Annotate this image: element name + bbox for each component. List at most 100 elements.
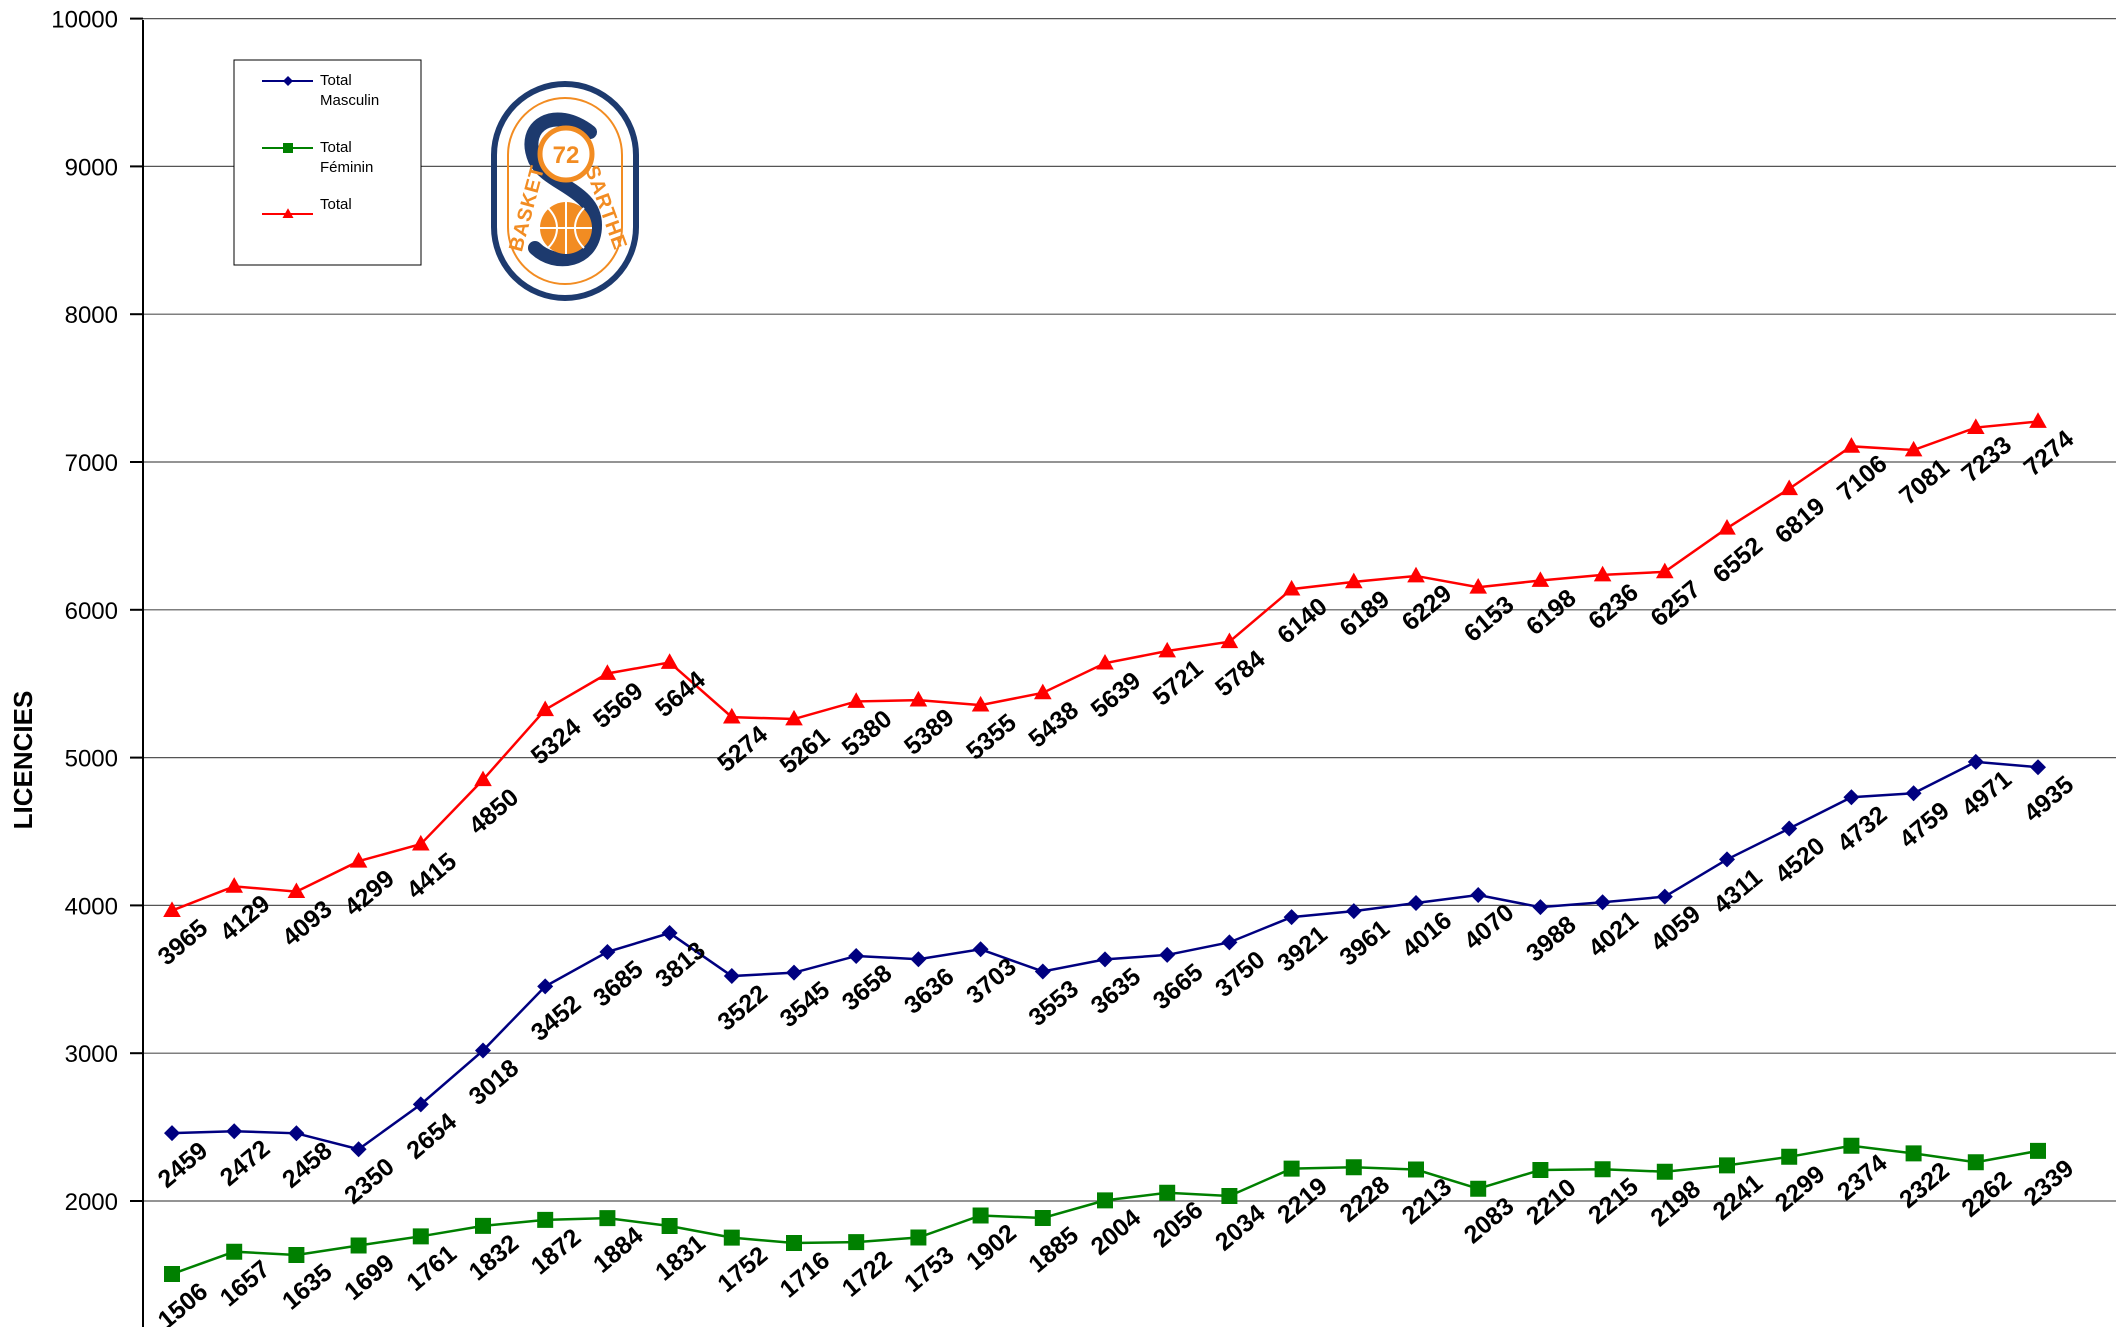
data-point-masculin [1283,909,1300,926]
data-label-masculin: 4070 [1459,898,1520,955]
legend-marker-masculin [283,76,293,86]
data-point-total [1034,683,1052,700]
legend-label-feminin: Féminin [320,159,373,176]
data-label-feminin: 2034 [1210,1199,1271,1256]
data-label-masculin: 3750 [1210,946,1271,1003]
y-tick-label: 7000 [65,450,118,477]
data-label-total: 5380 [837,705,898,762]
data-point-feminin [226,1243,243,1260]
data-label-masculin: 3921 [1272,920,1333,977]
data-point-feminin [1159,1184,1176,1201]
y-tick-label: 9000 [65,154,118,181]
data-label-feminin: 2228 [1334,1171,1395,1228]
data-point-masculin [1532,899,1549,916]
data-label-masculin: 4311 [1708,863,1768,919]
y-axis-label: LICENCIES [8,691,38,830]
legend-marker-total [282,208,294,218]
data-point-masculin [2030,759,2046,776]
data-label-masculin: 3522 [712,979,773,1036]
basketball-seams [540,202,592,254]
data-point-feminin [1656,1163,1673,1180]
data-label-total: 6236 [1583,578,1644,635]
data-point-total [1220,632,1239,649]
series-group [163,412,2047,1283]
data-point-total [1842,437,1861,453]
data-point-masculin [1594,894,1611,911]
data-point-masculin [1905,785,1922,802]
data-label-feminin: 2219 [1272,1172,1333,1229]
data-point-masculin [910,951,927,968]
data-point-masculin [1159,946,1176,963]
data-label-feminin: 1699 [339,1249,400,1306]
data-label-total: 5644 [650,666,711,723]
logo-number: 72 [553,142,580,169]
data-point-masculin [1097,951,1113,968]
data-label-feminin: 1872 [526,1223,587,1280]
data-point-feminin [1719,1157,1735,1174]
data-point-total [1345,572,1363,589]
data-label-masculin: 3988 [1521,910,1582,967]
data-label-total: 7106 [1832,450,1893,507]
data-point-total [723,707,741,724]
data-label-total: 4415 [401,847,462,904]
data-label-total: 5274 [712,720,773,777]
data-point-feminin [1532,1161,1549,1178]
data-point-feminin [1408,1161,1424,1178]
data-label-total: 4299 [339,864,400,921]
gridlines [130,17,2116,1202]
data-point-total [1904,440,1923,457]
data-point-feminin [1470,1180,1487,1197]
data-point-masculin [1470,887,1487,904]
legend-label-total: Total [320,196,352,213]
y-tick-label: 3000 [65,1041,118,1068]
data-point-total [1718,519,1736,535]
logo-number-circle [537,125,595,183]
data-point-feminin [1594,1161,1611,1178]
data-label-feminin: 2299 [1770,1160,1831,1217]
data-label-total: 6140 [1272,592,1333,649]
data-label-total: 5389 [899,703,960,760]
data-label-feminin: 1831 [650,1229,711,1286]
data-point-total [287,882,306,899]
data-label-feminin: 2056 [1148,1196,1209,1253]
y-tick-label: 10000 [51,7,118,34]
data-point-feminin [972,1207,989,1224]
data-point-masculin [1843,789,1860,806]
data-label-masculin: 3685 [588,955,649,1012]
data-label-feminin: 1635 [277,1258,338,1315]
data-label-total: 6257 [1645,575,1706,632]
basket-sarthe-logo: 72 BASKET SARTHE [491,81,639,301]
data-label-feminin: 1657 [215,1255,276,1312]
data-label-total: 4093 [277,895,338,952]
data-point-total [660,653,679,669]
y-tick-labels: 2000 3000 4000 5000 6000 7000 8000 9000 10000 [51,7,118,1216]
data-point-masculin [288,1125,305,1142]
data-point-total [536,700,554,717]
y-tick-label: 8000 [65,302,118,329]
data-point-total [2029,412,2047,428]
data-point-masculin [1221,934,1238,951]
data-label-masculin: 3553 [1023,975,1084,1032]
data-label-total: 7274 [2019,425,2080,482]
data-label-total: 5784 [1210,645,1271,702]
data-point-total [1531,571,1550,587]
data-point-total [847,692,865,708]
data-label-feminin: 1885 [1023,1221,1084,1278]
data-point-feminin [475,1217,491,1234]
data-point-total [1096,653,1114,670]
data-point-feminin [723,1229,740,1246]
data-label-total: 5438 [1023,696,1084,753]
data-label-feminin: 1884 [588,1221,649,1278]
data-point-masculin [1656,888,1673,905]
legend-marker-feminin [283,143,293,153]
data-label-masculin: 4016 [1397,906,1458,963]
data-point-masculin [1034,963,1051,980]
data-point-total [971,695,990,712]
data-label-feminin: 2374 [1832,1149,1893,1206]
data-point-total [1407,566,1425,583]
data-point-masculin [1345,903,1362,920]
data-point-masculin [537,978,554,995]
data-point-feminin [288,1246,305,1263]
data-label-masculin: 2459 [153,1136,214,1193]
